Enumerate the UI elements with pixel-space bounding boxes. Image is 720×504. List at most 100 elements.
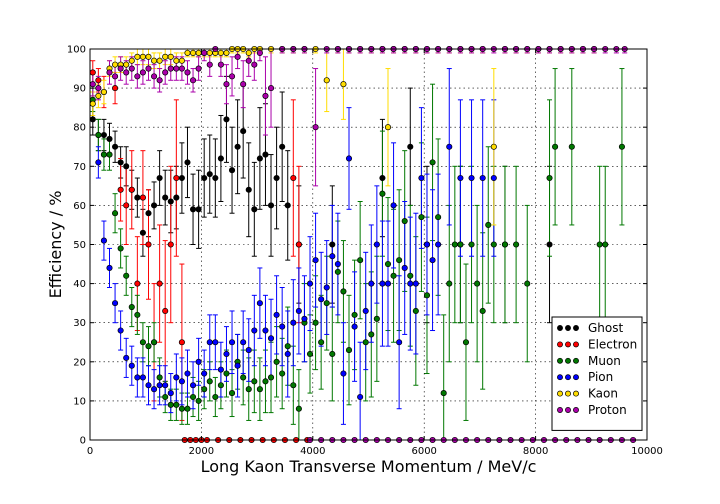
proton-point [240,81,247,88]
legend-marker [565,325,571,331]
muon-point [357,257,364,264]
y-tick-label: 0 [80,436,86,447]
pion-point [362,307,369,315]
ghost-point [273,174,280,182]
legend-marker [573,357,579,364]
pion-point [418,174,425,182]
muon-point [201,386,208,393]
ghost-point [195,206,202,213]
proton-point [151,73,158,80]
muon-point [189,393,197,401]
proton-point [106,69,113,76]
pion-point [323,284,330,291]
ghost-point [184,159,191,166]
pion-point [117,327,124,334]
ghost-point [162,194,169,201]
proton-point [123,69,130,76]
muon-point [340,288,347,295]
kaon-point [134,53,141,60]
proton-point [167,65,174,72]
muon-point [552,143,559,150]
pion-point [384,280,392,287]
ghost-point [178,174,185,182]
muon-point [217,382,224,389]
ghost-point [217,155,224,162]
pion-point [251,327,258,334]
muon-point [267,374,275,381]
legend-marker [573,374,579,381]
proton-point [256,49,263,56]
kaon-point [156,57,163,64]
muon-point [128,304,135,311]
pion-point [273,311,280,318]
kaon-point [245,49,252,56]
muon-point [162,393,169,401]
electron-point [162,307,169,315]
muon-point [440,390,447,397]
pion-point [295,307,302,315]
pion-point [234,362,241,369]
ghost-point [223,116,230,123]
ghost-point [546,241,553,248]
muon-point [228,390,236,397]
muon-point [262,378,269,385]
muon-point [412,307,419,315]
electron-point [128,186,135,193]
pion-point [368,280,375,287]
muon-point [306,350,314,358]
electron-point [178,339,185,346]
electron-point [95,77,102,84]
muon-point [245,386,252,393]
proton-point [173,65,180,72]
electron-point [117,186,124,193]
muon-point [362,339,369,346]
pion-point [128,362,135,369]
muon-point [178,405,185,412]
x-tick-label: 4000 [300,446,325,457]
kaon-point [184,49,191,56]
legend-label: Muon [588,354,621,368]
proton-point [89,81,96,88]
muon-point [295,405,302,412]
muon-point [273,358,280,365]
electron-point [145,241,152,248]
pion-point [228,339,236,346]
electron-point [173,174,180,182]
y-tick-label: 90 [73,84,86,95]
proton-point [245,57,252,64]
kaon-point [100,88,107,96]
proton-point [195,65,202,72]
muon-point [139,339,146,346]
muon-point [334,268,341,275]
proton-point [156,77,163,84]
ghost-point [139,229,146,236]
pion-point [95,159,102,166]
muon-point [435,214,442,221]
pion-point [468,174,475,182]
ghost-point [279,143,286,150]
muon-point [418,214,425,221]
muon-point [513,241,520,248]
ghost-point [245,186,252,193]
pion-point [184,370,191,377]
muon-point [279,370,286,377]
legend-marker [573,407,579,413]
y-tick-label: 10 [73,396,86,407]
pion-point [340,370,347,377]
legend-label: Proton [588,403,627,417]
muon-point [351,311,358,318]
pion-point [262,327,269,334]
pion-point [212,339,219,346]
ghost-point [379,174,386,182]
legend-label: Electron [588,337,637,351]
kaon-point [223,49,230,56]
legend-marker [557,357,563,364]
muon-point [379,190,386,197]
ghost-point [151,202,158,209]
ghost-point [167,198,174,205]
pion-point [345,155,353,162]
legend-label: Pion [588,370,613,384]
proton-point [217,61,224,68]
pion-point [306,280,314,287]
ghost-point [189,206,197,213]
